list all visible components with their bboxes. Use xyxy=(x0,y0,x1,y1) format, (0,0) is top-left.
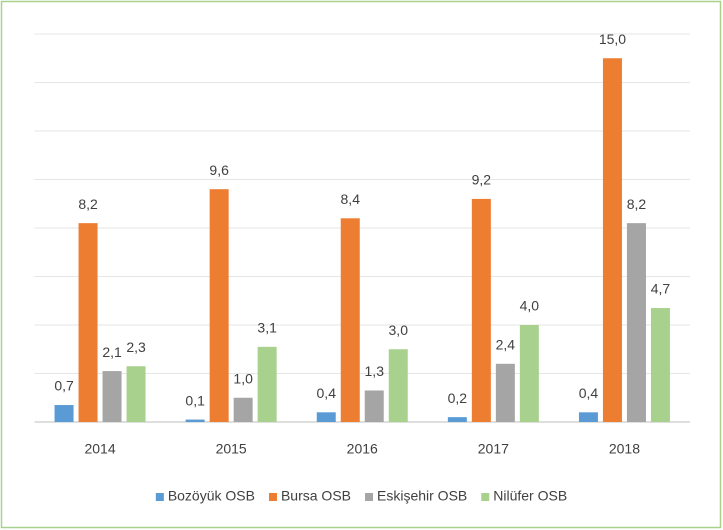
data-label: 0,4 xyxy=(317,385,337,401)
data-label: 0,1 xyxy=(185,392,205,408)
data-label: 15,0 xyxy=(599,31,626,47)
bar xyxy=(185,419,205,422)
bar xyxy=(233,397,253,422)
bar xyxy=(578,412,598,422)
bar xyxy=(54,405,74,422)
data-label: 3,1 xyxy=(257,320,277,336)
bar xyxy=(388,349,408,422)
data-label: 2,3 xyxy=(126,339,146,355)
data-label: 3,0 xyxy=(389,322,409,338)
bar xyxy=(102,371,122,422)
legend-swatch xyxy=(481,493,490,501)
data-label: 0,2 xyxy=(448,390,468,406)
legend-label: Bursa OSB xyxy=(281,488,351,504)
bar xyxy=(78,223,98,422)
data-label: 8,2 xyxy=(627,196,647,212)
data-label: 0,7 xyxy=(54,378,74,394)
data-label: 0,4 xyxy=(579,385,599,401)
data-label: 8,2 xyxy=(78,196,98,212)
data-label: 8,4 xyxy=(341,191,361,207)
data-label: 9,2 xyxy=(472,172,492,188)
bar xyxy=(626,223,646,422)
bar xyxy=(495,363,515,422)
x-tick-label: 2018 xyxy=(609,441,640,457)
bar xyxy=(602,58,622,422)
data-label: 4,7 xyxy=(651,281,671,297)
bar xyxy=(209,189,229,422)
bar xyxy=(364,390,384,422)
x-tick-label: 2017 xyxy=(478,441,509,457)
x-tick-label: 2015 xyxy=(216,441,247,457)
bar xyxy=(650,308,670,422)
bar xyxy=(447,417,467,422)
legend-label: Eskişehir OSB xyxy=(377,488,467,504)
bar xyxy=(340,218,360,422)
legend-swatch xyxy=(155,493,164,501)
bar xyxy=(257,346,277,422)
legend-swatch xyxy=(365,493,374,501)
bar xyxy=(519,325,539,422)
x-tick-label: 2016 xyxy=(347,441,378,457)
bar xyxy=(471,198,491,422)
data-label: 4,0 xyxy=(520,298,540,314)
bar xyxy=(126,366,146,422)
legend-label: Bozöyük OSB xyxy=(168,488,255,504)
data-label: 9,6 xyxy=(209,162,229,178)
bar xyxy=(316,412,336,422)
data-label: 1,0 xyxy=(233,370,253,386)
data-label: 2,4 xyxy=(496,337,516,353)
x-tick-label: 2014 xyxy=(84,441,115,457)
legend-swatch xyxy=(268,493,277,501)
data-label: 1,3 xyxy=(365,363,385,379)
data-label: 2,1 xyxy=(102,344,122,360)
legend-label: Nilüfer OSB xyxy=(493,488,567,504)
